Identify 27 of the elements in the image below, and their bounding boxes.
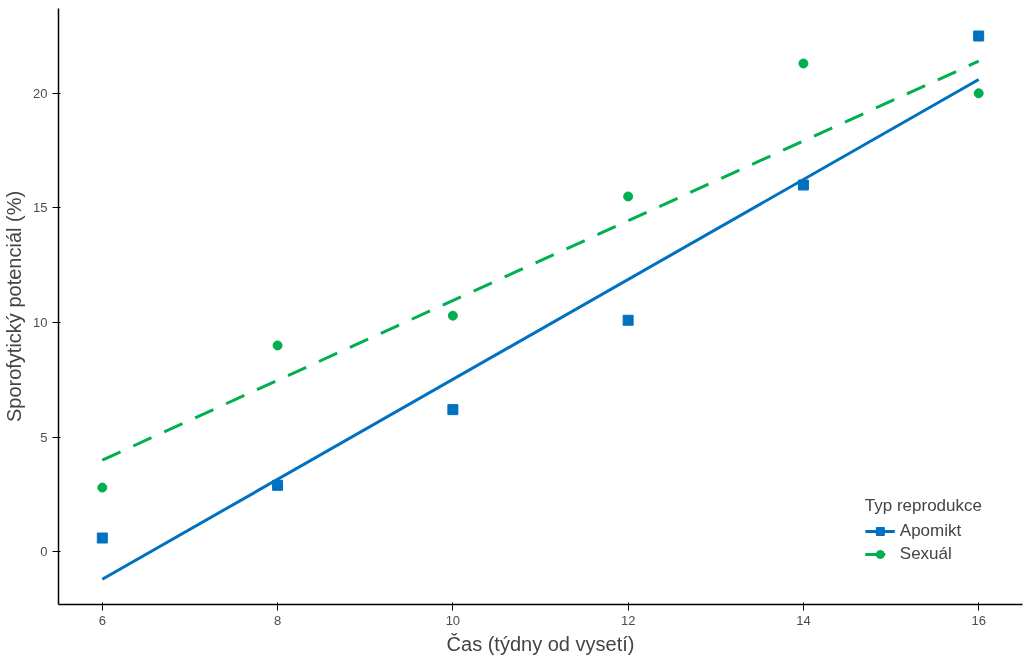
x-tick-label: 10	[445, 612, 461, 628]
point	[96, 532, 108, 544]
x-tick-label: 14	[796, 612, 811, 628]
y-tick-label: 10	[33, 315, 48, 331]
y-tick-label: 5	[40, 429, 48, 445]
point	[622, 314, 634, 326]
point	[797, 179, 809, 191]
point	[272, 340, 283, 351]
legend-label: Apomikt	[899, 521, 962, 541]
legend-title: Typ reprodukce	[864, 496, 982, 516]
point	[973, 88, 984, 99]
point	[447, 310, 458, 321]
point	[798, 58, 809, 69]
x-tick-label: 8	[273, 612, 282, 628]
y-tick-label: 20	[33, 85, 48, 101]
y-axis-title: Sporofytický potenciál (%)	[3, 190, 26, 423]
x-tick-label: 6	[98, 612, 106, 628]
x-tick-label: 16	[971, 612, 986, 628]
legend-label: Sexuál	[899, 544, 952, 564]
x-axis-title: Čas (týdny od vysetí)	[446, 632, 635, 655]
point	[973, 30, 985, 42]
point	[623, 191, 634, 202]
point	[447, 404, 459, 416]
y-tick-label: 15	[33, 200, 48, 216]
point	[97, 482, 108, 493]
x-tick-label: 12	[620, 612, 636, 628]
y-tick-label: 0	[40, 544, 48, 560]
